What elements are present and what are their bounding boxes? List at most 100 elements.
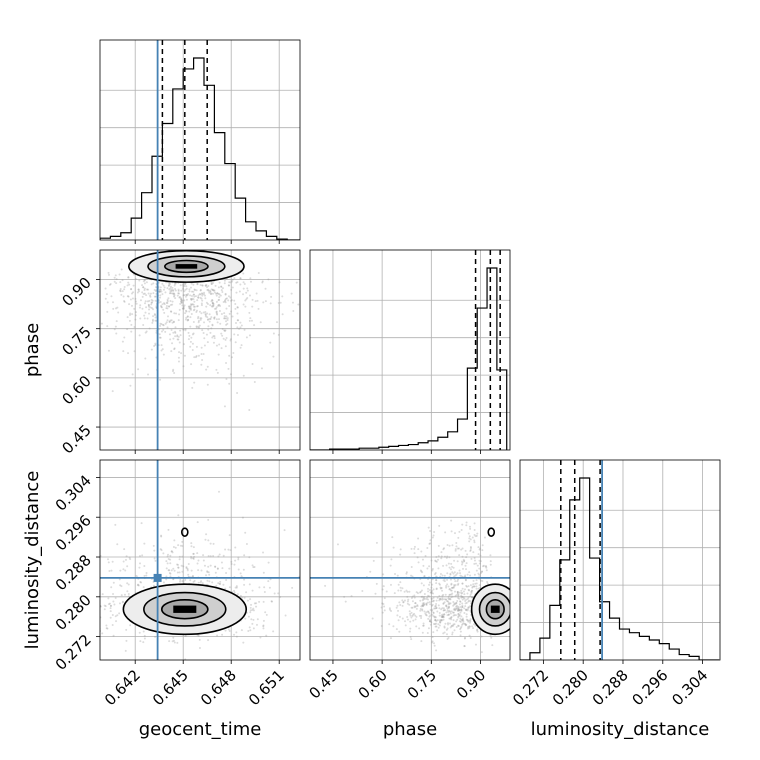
sample-point	[446, 578, 449, 581]
sample-point	[477, 553, 480, 556]
sample-point	[227, 299, 230, 302]
sample-point	[427, 627, 430, 630]
sample-point	[145, 306, 148, 309]
sample-point	[171, 551, 174, 554]
sample-point	[450, 618, 453, 621]
sample-point	[229, 281, 232, 284]
sample-point	[230, 356, 233, 359]
sample-point	[468, 619, 471, 622]
xlabel-luminosity-distance: luminosity_distance	[531, 719, 710, 740]
sample-point	[401, 599, 404, 602]
sample-point	[392, 625, 395, 628]
sample-point	[160, 344, 163, 347]
sample-point	[393, 592, 396, 595]
sample-point	[425, 603, 428, 606]
sample-point	[123, 300, 126, 303]
sample-point	[209, 304, 212, 307]
sample-point	[204, 284, 207, 287]
sample-point	[197, 581, 200, 584]
sample-point	[180, 289, 183, 292]
sample-point	[124, 558, 127, 561]
sample-point	[414, 618, 417, 621]
sample-point	[77, 629, 79, 631]
sample-point	[236, 281, 239, 284]
sample-point	[190, 557, 193, 560]
sample-point	[162, 581, 165, 584]
sample-point	[161, 293, 164, 296]
sample-point	[453, 629, 456, 632]
sample-point	[406, 600, 409, 603]
sample-point	[118, 578, 121, 581]
sample-point	[468, 621, 471, 624]
sample-point	[138, 566, 141, 569]
sample-point	[447, 606, 450, 609]
sample-point	[227, 295, 230, 298]
sample-point	[432, 588, 435, 591]
sample-point	[218, 490, 221, 493]
tick-label-luminosity_distance: 0.288	[52, 551, 95, 594]
sample-point	[109, 616, 112, 619]
sample-point	[189, 286, 192, 289]
sample-point	[445, 633, 448, 636]
sample-point	[458, 620, 461, 623]
sample-point	[159, 548, 162, 551]
sample-point	[151, 301, 154, 304]
sample-point	[462, 619, 465, 622]
sample-point	[403, 620, 406, 623]
sample-point	[148, 308, 151, 311]
sample-point	[152, 292, 155, 295]
sample-point	[173, 282, 176, 285]
sample-point	[419, 569, 422, 572]
sample-point	[153, 313, 156, 316]
sample-point	[183, 354, 186, 357]
sample-point	[207, 318, 210, 321]
sample-point	[434, 571, 437, 574]
sample-point	[468, 525, 471, 528]
sample-point	[450, 593, 453, 596]
sample-point	[450, 616, 453, 619]
sample-point	[411, 606, 414, 609]
sample-point	[200, 352, 203, 355]
sample-point	[469, 593, 472, 596]
sample-point	[154, 290, 157, 293]
sample-point	[443, 598, 446, 601]
sample-point	[415, 607, 418, 610]
sample-point	[482, 564, 485, 567]
sample-point	[190, 307, 193, 310]
sample-point	[217, 555, 220, 558]
sample-point	[281, 295, 284, 298]
sample-point	[409, 614, 412, 617]
sample-point	[193, 308, 196, 311]
sample-point	[431, 608, 434, 611]
sample-point	[211, 323, 214, 326]
sample-point	[245, 291, 248, 294]
sample-point	[382, 573, 385, 576]
sample-point	[205, 574, 208, 577]
sample-point	[150, 303, 153, 306]
sample-point	[456, 580, 459, 583]
sample-point	[193, 300, 196, 303]
sample-point	[427, 598, 430, 601]
sample-point	[430, 597, 433, 600]
sample-point	[217, 582, 220, 585]
sample-point	[192, 557, 195, 560]
sample-point	[121, 290, 124, 293]
sample-point	[450, 625, 453, 628]
sample-point	[421, 608, 424, 611]
sample-point	[413, 545, 416, 548]
sample-point	[200, 317, 203, 320]
sample-point	[123, 548, 126, 551]
sample-point	[461, 582, 464, 585]
sample-point	[446, 637, 449, 640]
sample-point	[204, 284, 207, 287]
tick-label-phase: 0.75	[58, 323, 94, 359]
sample-point	[222, 337, 225, 340]
sample-point	[443, 631, 446, 634]
sample-point	[170, 319, 173, 322]
sample-point	[459, 634, 462, 637]
sample-point	[171, 300, 174, 303]
sample-point	[199, 289, 202, 292]
sample-point	[473, 623, 476, 626]
sample-point	[225, 317, 228, 320]
sample-point	[417, 561, 420, 564]
